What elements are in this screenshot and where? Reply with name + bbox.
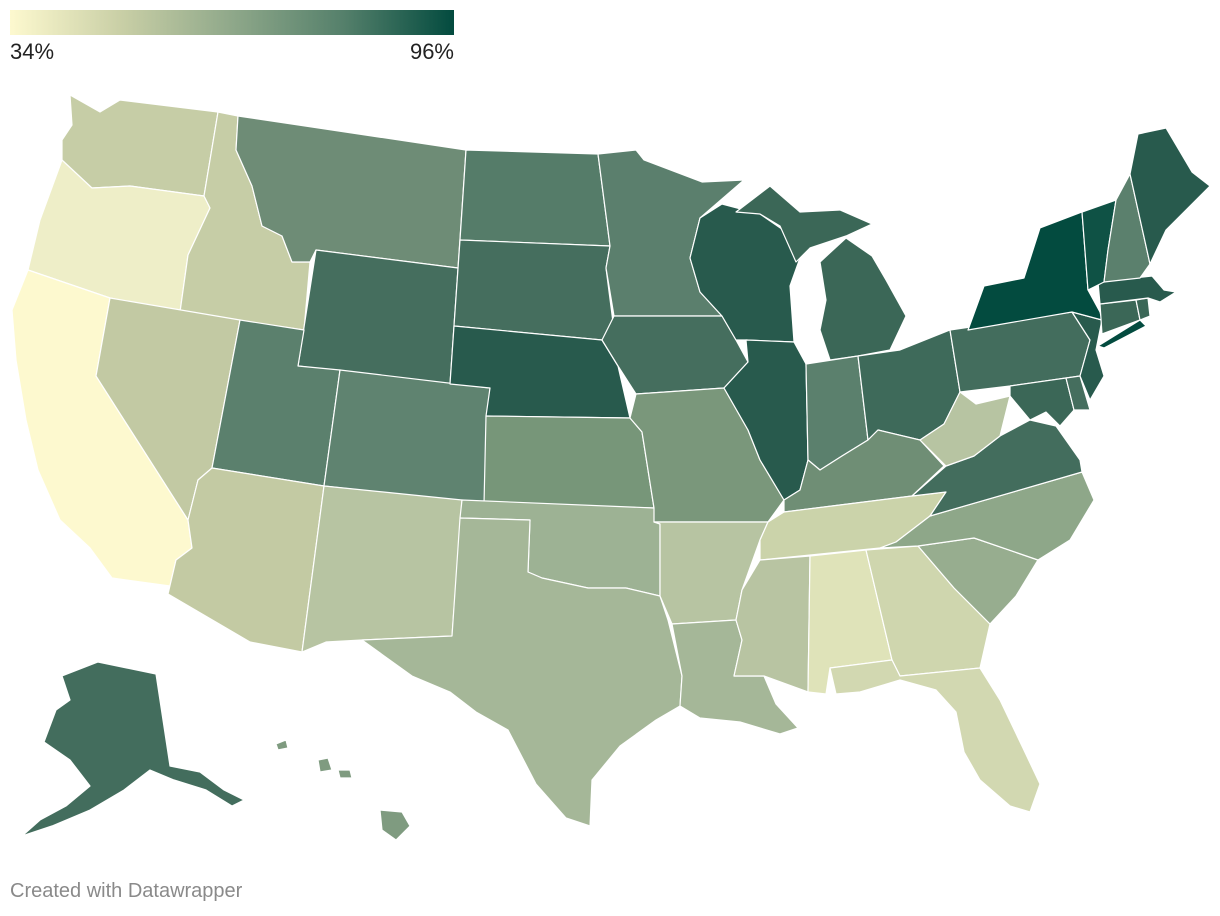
- state-MA[interactable]: [1097, 275, 1177, 305]
- state-FL[interactable]: [829, 659, 1041, 813]
- datawrapper-credit: Created with Datawrapper: [10, 880, 243, 902]
- state-NM[interactable]: [301, 485, 463, 653]
- state-KS[interactable]: [483, 415, 655, 509]
- state-WY[interactable]: [297, 249, 459, 385]
- state-ME[interactable]: [1129, 127, 1211, 265]
- state-CO[interactable]: [323, 369, 491, 505]
- state-TX[interactable]: [361, 517, 683, 827]
- state-WA[interactable]: [61, 94, 219, 197]
- state-DE[interactable]: [1065, 375, 1091, 411]
- state-MI[interactable]: [735, 185, 907, 361]
- state-IA[interactable]: [601, 315, 749, 395]
- state-MD[interactable]: [1009, 377, 1075, 427]
- legend-labels: 34% 96%: [10, 35, 454, 65]
- color-legend: 34% 96%: [10, 10, 454, 65]
- state-SD[interactable]: [453, 239, 615, 341]
- legend-min-label: 34%: [10, 39, 55, 64]
- legend-gradient-bar: [10, 10, 454, 35]
- state-ND[interactable]: [459, 149, 611, 247]
- state-HI[interactable]: [275, 739, 411, 841]
- legend-max-label: 96%: [409, 39, 454, 64]
- state-AK[interactable]: [21, 661, 245, 837]
